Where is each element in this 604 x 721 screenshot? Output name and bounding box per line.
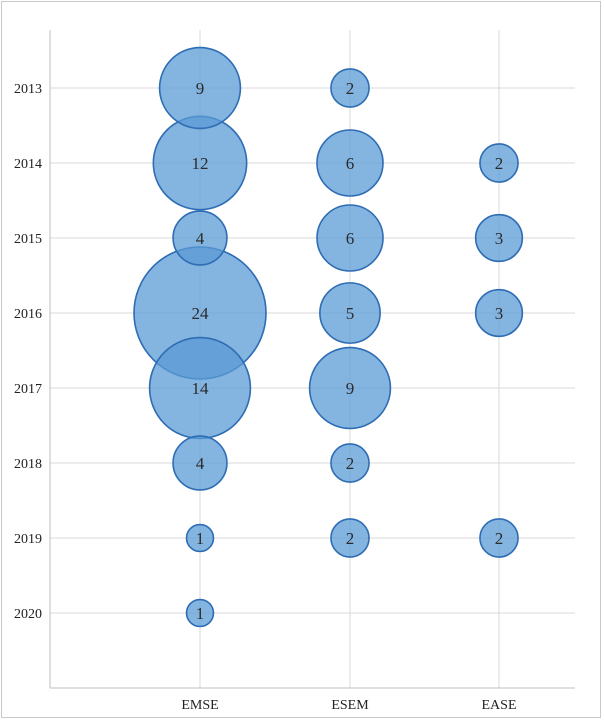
bubble-ease-2019 — [479, 518, 519, 558]
bubble-label-emse-2019: 1 — [196, 529, 205, 548]
bubble-label-esem-2014: 6 — [346, 154, 355, 173]
x-tick-esem: ESEM — [331, 698, 369, 713]
bubble-label-emse-2020: 1 — [196, 604, 205, 623]
bubble-esem-2019 — [330, 518, 370, 558]
y-tick-2013: 2013 — [14, 82, 42, 97]
bubble-emse-2020 — [185, 598, 215, 628]
bubble-esem-2013 — [330, 68, 370, 108]
bubble-ease-2016 — [474, 288, 524, 338]
bubble-label-emse-2016: 24 — [192, 304, 210, 323]
bubble-label-esem-2019: 2 — [346, 529, 355, 548]
bubble-label-ease-2019: 2 — [495, 529, 504, 548]
x-tick-labels: EMSE ESEM EASE — [181, 698, 516, 713]
bubble-label-ease-2016: 3 — [495, 304, 504, 323]
bubble-emse-2018 — [172, 435, 228, 491]
bubble-ease-2015 — [474, 213, 524, 263]
bubble-label-emse-2013: 9 — [196, 79, 205, 98]
bubble-emse-2013 — [158, 46, 242, 130]
bubble-esem-2014 — [316, 129, 384, 197]
bubble-esem-2015 — [316, 204, 384, 272]
y-tick-2019: 2019 — [14, 532, 42, 547]
y-tick-2020: 2020 — [14, 607, 42, 622]
x-tick-emse: EMSE — [181, 698, 218, 713]
bubble-emse-2015 — [172, 210, 228, 266]
bubble-esem-2018 — [330, 443, 370, 483]
y-tick-2017: 2017 — [14, 382, 42, 397]
bubble-esem-2017 — [308, 346, 392, 430]
bubble-label-esem-2018: 2 — [346, 454, 355, 473]
gridlines — [50, 30, 575, 688]
y-tick-labels: 2013 2014 2015 2016 2017 2018 2019 2020 — [14, 82, 42, 622]
bubble-label-esem-2016: 5 — [346, 304, 355, 323]
axes — [49, 30, 575, 689]
bubble-ease-2014 — [479, 143, 519, 183]
y-tick-2016: 2016 — [14, 307, 42, 322]
bubble-emse-2019 — [185, 523, 215, 553]
bubble-label-esem-2015: 6 — [346, 229, 355, 248]
bubble-label-emse-2014: 12 — [192, 154, 209, 173]
y-tick-2018: 2018 — [14, 457, 42, 472]
bubble-label-emse-2018: 4 — [196, 454, 205, 473]
y-tick-2015: 2015 — [14, 232, 42, 247]
bubble-label-esem-2017: 9 — [346, 379, 355, 398]
bubble-esem-2016 — [319, 282, 381, 344]
y-tick-2014: 2014 — [14, 157, 42, 172]
bubble-label-emse-2015: 4 — [196, 229, 205, 248]
x-tick-ease: EASE — [482, 698, 517, 713]
bubble-label-esem-2013: 2 — [346, 79, 355, 98]
bubble-label-ease-2015: 3 — [495, 229, 504, 248]
bubble-label-ease-2014: 2 — [495, 154, 504, 173]
bubble-label-emse-2017: 14 — [192, 379, 210, 398]
